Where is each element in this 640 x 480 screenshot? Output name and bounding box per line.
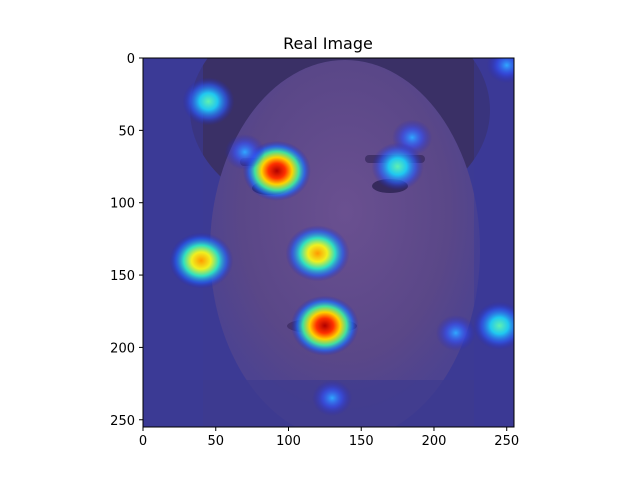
- heat-spot-11: [435, 314, 476, 351]
- x-axis: 0 50 100 150 200 250: [139, 427, 519, 449]
- heat-spot-9: [224, 134, 265, 171]
- x-tick-label: 50: [207, 434, 224, 449]
- y-tick-label: 50: [118, 124, 135, 139]
- y-tick-label: 100: [110, 197, 135, 212]
- x-tick-label: 0: [139, 434, 147, 449]
- y-tick-label: 200: [110, 341, 135, 356]
- x-tick-label: 150: [349, 434, 374, 449]
- heat-spot-6: [371, 142, 424, 191]
- heatmap-image: [143, 58, 514, 427]
- heat-spot-3: [169, 232, 234, 289]
- heat-spot-2: [285, 225, 350, 282]
- heat-spot-1: [290, 295, 359, 356]
- y-tick-label: 250: [110, 414, 135, 429]
- chart-title: Real Image: [283, 34, 373, 53]
- x-tick-label: 100: [276, 434, 301, 449]
- plot-frame: [142, 57, 515, 428]
- y-tick-label: 0: [127, 52, 135, 67]
- heat-spot-4: [182, 77, 235, 126]
- x-tick-label: 250: [494, 434, 519, 449]
- x-tick-label: 200: [422, 434, 447, 449]
- heat-spot-10: [486, 58, 514, 84]
- y-axis: 0 50 100 150 200 250: [110, 52, 143, 429]
- right-edge: [474, 58, 514, 427]
- heat-spot-7: [473, 301, 514, 350]
- y-tick-label: 150: [110, 269, 135, 284]
- heat-spot-8: [312, 380, 353, 417]
- heat-layer: [169, 58, 514, 417]
